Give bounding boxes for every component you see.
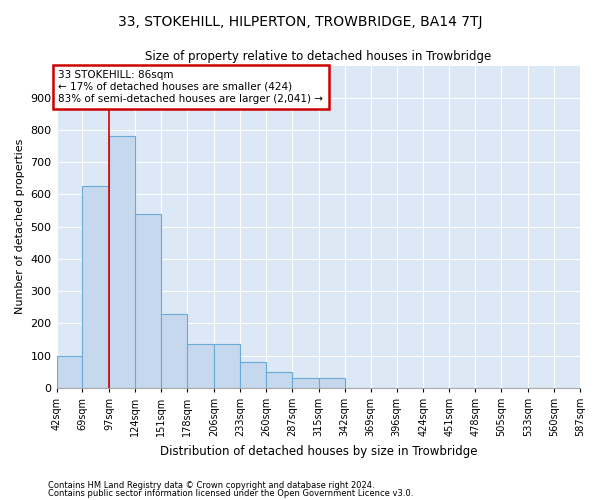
Title: Size of property relative to detached houses in Trowbridge: Size of property relative to detached ho… bbox=[145, 50, 491, 63]
X-axis label: Distribution of detached houses by size in Trowbridge: Distribution of detached houses by size … bbox=[160, 444, 477, 458]
Bar bbox=[109, 136, 136, 388]
Bar bbox=[266, 372, 292, 388]
Bar bbox=[292, 378, 319, 388]
Bar bbox=[136, 214, 161, 388]
Bar bbox=[319, 378, 344, 388]
Bar bbox=[240, 362, 266, 388]
Bar bbox=[214, 344, 240, 388]
Bar bbox=[187, 344, 214, 388]
Bar bbox=[56, 356, 82, 388]
Text: 33 STOKEHILL: 86sqm
← 17% of detached houses are smaller (424)
83% of semi-detac: 33 STOKEHILL: 86sqm ← 17% of detached ho… bbox=[58, 70, 323, 104]
Bar bbox=[82, 186, 109, 388]
Text: Contains HM Land Registry data © Crown copyright and database right 2024.: Contains HM Land Registry data © Crown c… bbox=[48, 480, 374, 490]
Text: Contains public sector information licensed under the Open Government Licence v3: Contains public sector information licen… bbox=[48, 490, 413, 498]
Y-axis label: Number of detached properties: Number of detached properties bbox=[15, 139, 25, 314]
Text: 33, STOKEHILL, HILPERTON, TROWBRIDGE, BA14 7TJ: 33, STOKEHILL, HILPERTON, TROWBRIDGE, BA… bbox=[118, 15, 482, 29]
Bar bbox=[161, 314, 187, 388]
